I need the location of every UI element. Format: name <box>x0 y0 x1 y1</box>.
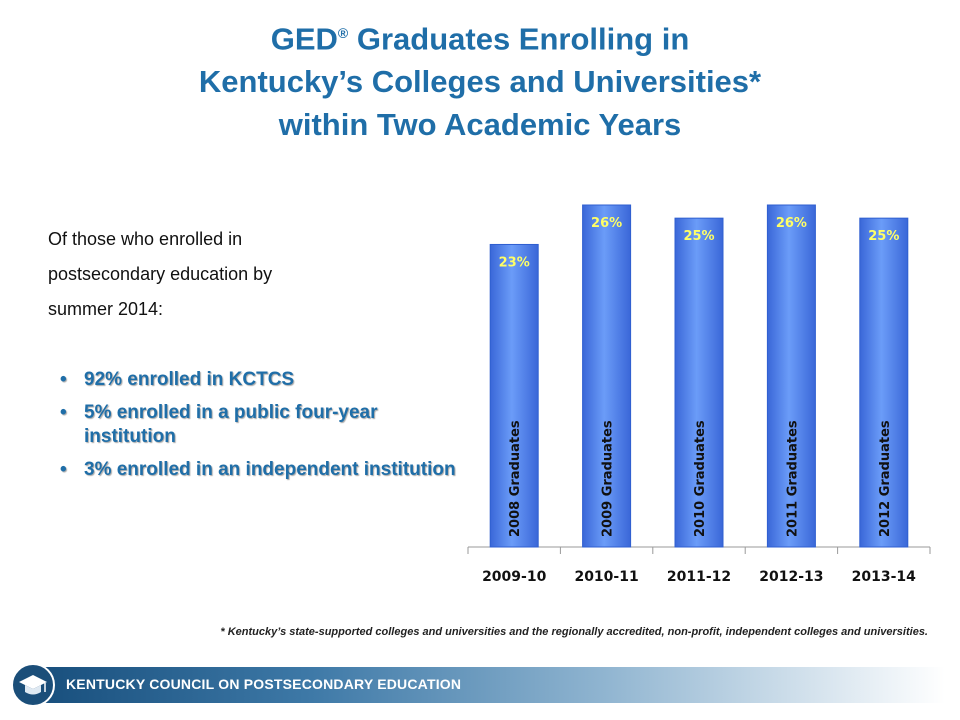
x-tick-label: 2010-11 <box>574 569 638 585</box>
data-label: 25% <box>868 229 899 244</box>
bar-2012-13 <box>766 204 816 548</box>
footer-label: KENTUCKY COUNCIL ON POSTSECONDARY EDUCAT… <box>66 676 462 692</box>
bullet-item: • 5% enrolled in a public four-year insti… <box>60 401 460 449</box>
intro-line-2: postsecondary education by <box>48 264 273 284</box>
bar-label: 2010 Graduates <box>693 420 708 537</box>
bar-label: 2012 Graduates <box>878 420 893 537</box>
bullet-dot-icon: • <box>60 459 67 480</box>
bullet-text: 5% enrolled in a public four-year instit… <box>84 402 378 447</box>
bar-2011-12 <box>674 217 724 548</box>
x-tick-label: 2009-10 <box>482 569 547 585</box>
bar-2013-14 <box>859 217 909 548</box>
title-line-3: within Two Academic Years <box>278 107 682 143</box>
bar-2010-11 <box>582 204 632 548</box>
x-tick-label: 2013-14 <box>852 569 917 585</box>
data-label: 25% <box>683 229 714 244</box>
data-label: 26% <box>776 216 807 231</box>
footnote: * Kentucky’s state-supported colleges an… <box>220 626 928 638</box>
intro-text: Of those who enrolled in postsecondary e… <box>48 222 428 327</box>
title-line-2: Kentucky’s Colleges and Universities* <box>198 64 762 100</box>
bar-chart: 23% 2008 Graduates 2009-10 26% 2009 Graduate… <box>467 204 931 585</box>
data-label: 23% <box>499 255 530 270</box>
title-ged: GED <box>270 21 338 57</box>
bullet-item: • 92% enrolled in KCTCS <box>60 368 460 392</box>
footer-bar <box>40 667 945 703</box>
bullet-dot-icon: • <box>60 369 67 390</box>
x-tick-label: 2011-12 <box>667 569 731 585</box>
intro-line-1: Of those who enrolled in <box>48 229 243 249</box>
bar-2009-10 <box>489 243 539 548</box>
registered-mark: ® <box>337 25 349 41</box>
chart-plot-area: 23% 2008 Graduates 2009-10 26% 2009 Graduate… <box>467 204 931 585</box>
bullet-dot-icon: • <box>60 402 67 423</box>
x-tick-label: 2012-13 <box>759 569 823 585</box>
enrollment-bullets: • 92% enrolled in KCTCS • 5% enrolled in a… <box>60 368 460 491</box>
bar-label: 2009 Graduates <box>601 420 616 537</box>
title-line-1-rest: Graduates Enrolling in <box>348 21 690 57</box>
intro-line-3: summer 2014: <box>48 299 164 319</box>
bullet-item: • 3% enrolled in an independent instituti… <box>60 458 460 482</box>
bullet-text: 92% enrolled in KCTCS <box>84 369 295 390</box>
data-label: 26% <box>591 216 622 231</box>
bar-label: 2008 Graduates <box>508 420 523 537</box>
bar-label: 2011 Graduates <box>785 420 800 537</box>
page-title: GED® Graduates Enrolling in Kentucky’s C… <box>100 12 860 146</box>
graduation-cap-icon <box>11 663 55 707</box>
title-line-1: GED® Graduates Enrolling in <box>100 12 860 60</box>
bullet-text: 3% enrolled in an independent institutio… <box>84 459 456 480</box>
